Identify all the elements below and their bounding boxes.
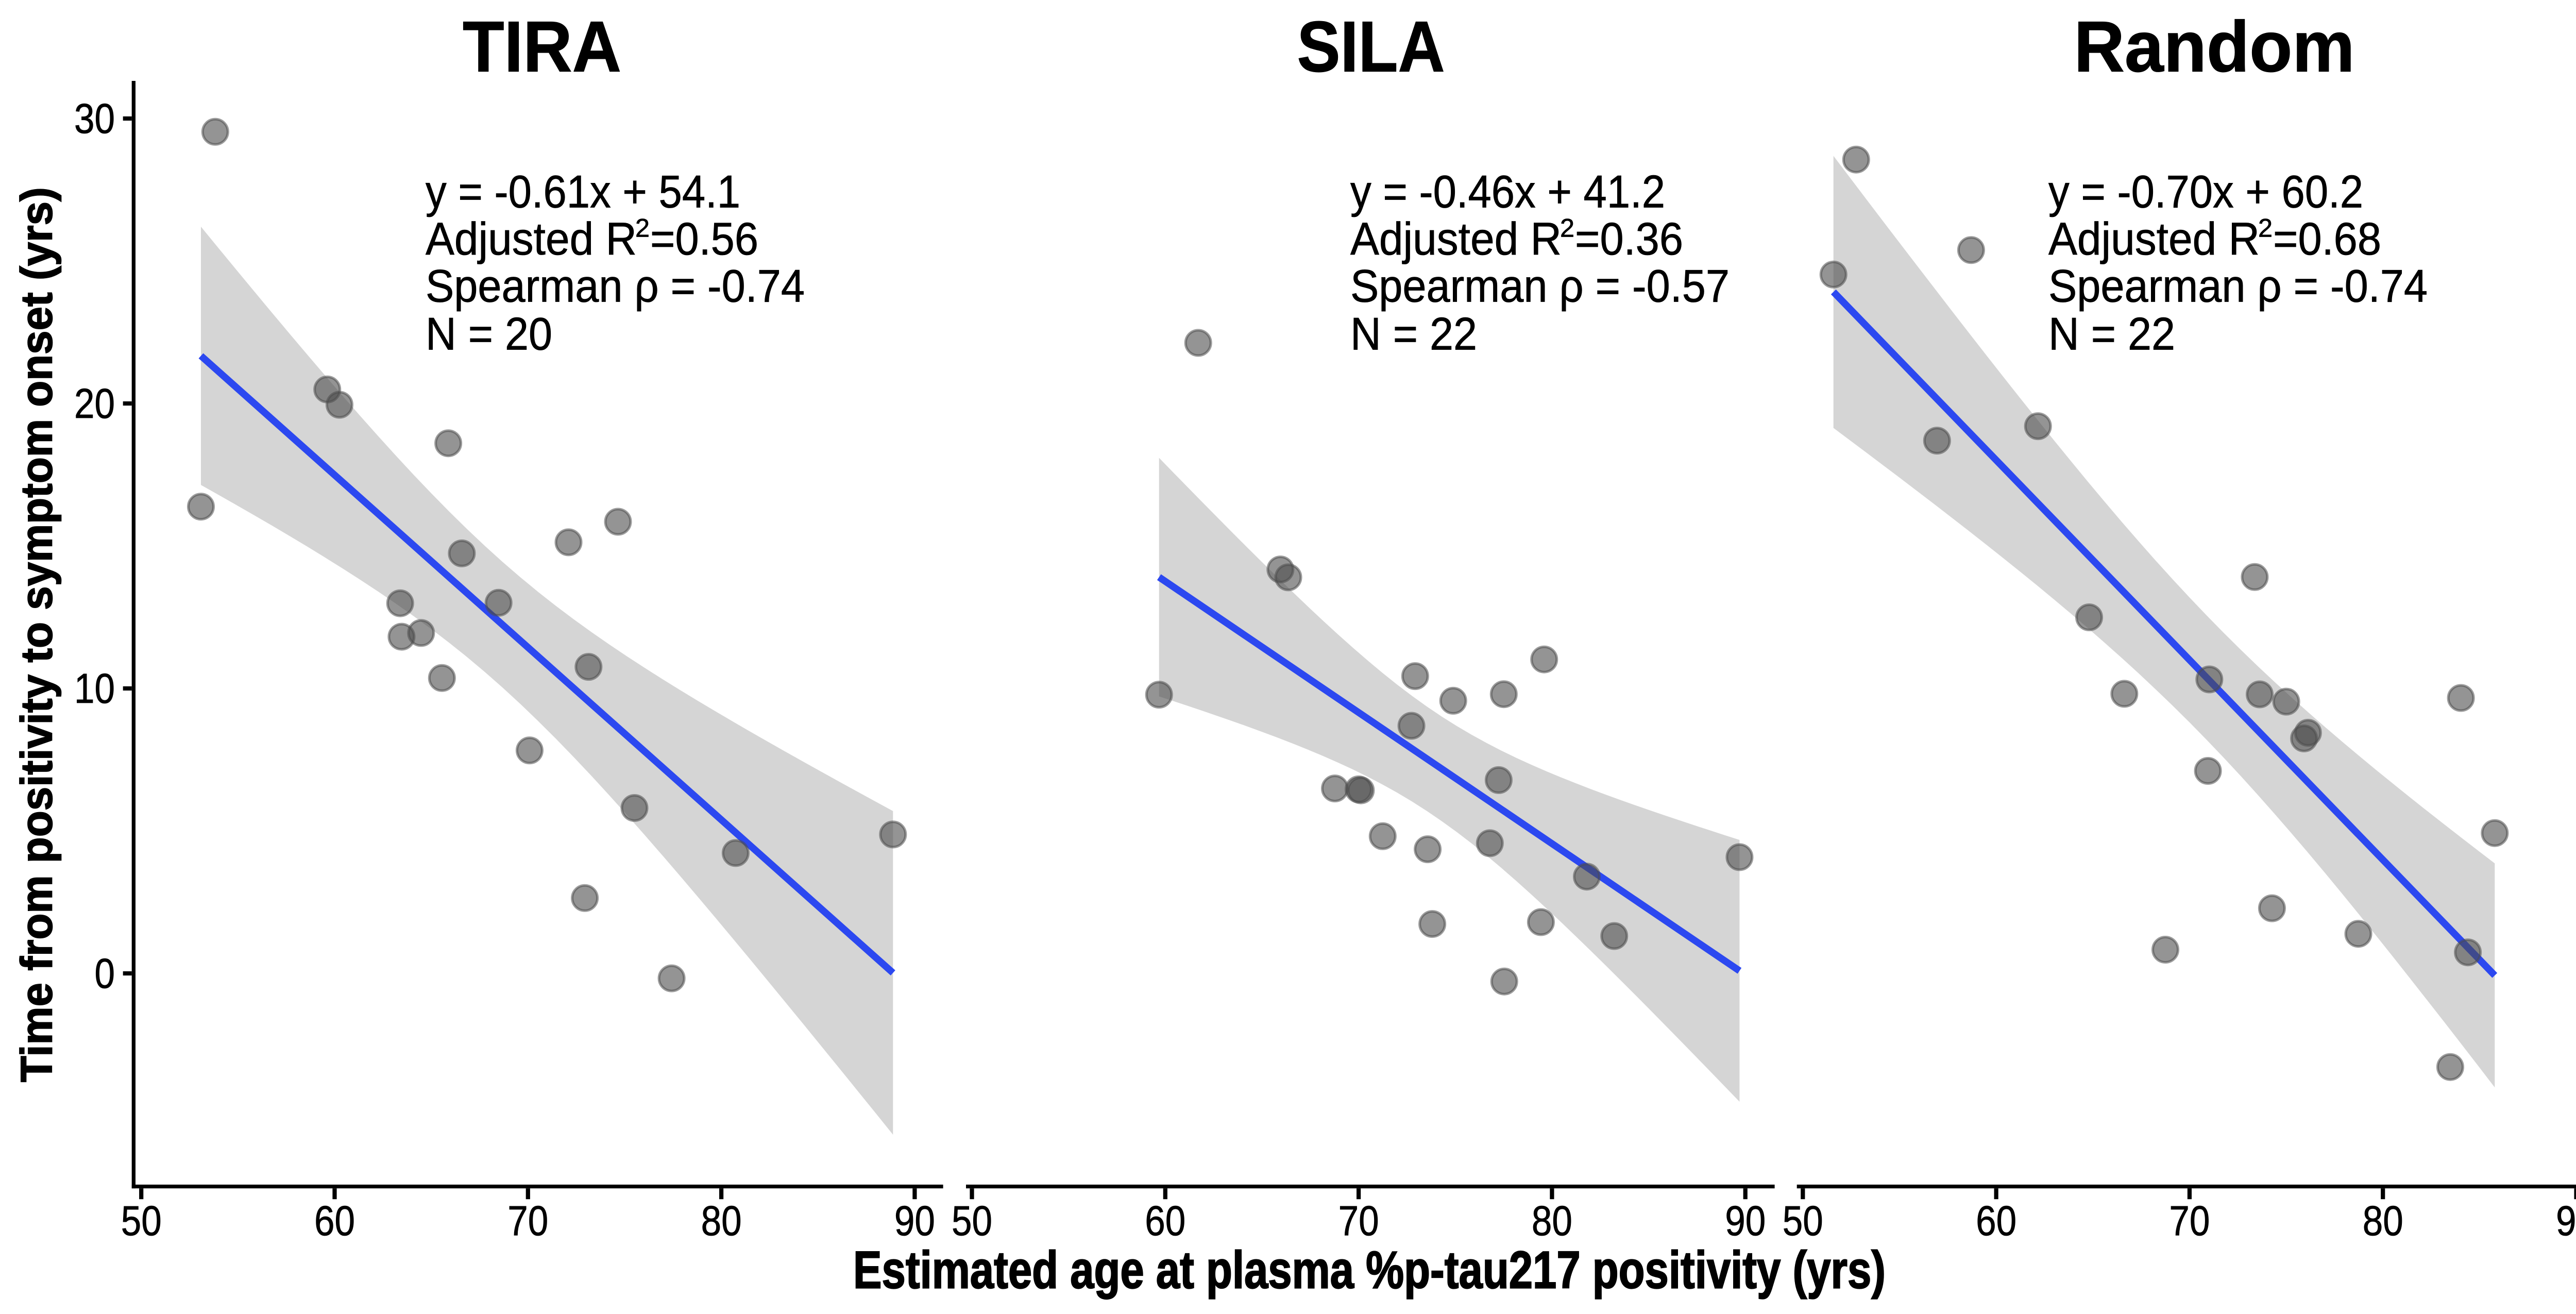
svg-text:50: 50 [1783, 1198, 1823, 1244]
svg-text:0: 0 [95, 950, 115, 997]
svg-text:Adjusted R: Adjusted R [2048, 213, 2260, 264]
svg-text:Adjusted R: Adjusted R [426, 213, 637, 264]
svg-text:Adjusted R: Adjusted R [1350, 213, 1562, 264]
svg-text:50: 50 [121, 1198, 162, 1244]
svg-text:10: 10 [74, 665, 115, 712]
svg-text:60: 60 [1145, 1198, 1185, 1244]
svg-text:2: 2 [2258, 213, 2273, 242]
svg-text:2: 2 [635, 213, 650, 242]
svg-text:80: 80 [701, 1198, 742, 1244]
svg-text:90: 90 [1725, 1198, 1766, 1244]
svg-text:60: 60 [1976, 1198, 2016, 1244]
svg-text:y = -0.70x + 60.2: y = -0.70x + 60.2 [2048, 166, 2363, 217]
svg-text:SILA: SILA [1297, 7, 1445, 87]
svg-text:90: 90 [2556, 1198, 2576, 1244]
svg-text:60: 60 [314, 1198, 355, 1244]
svg-text:70: 70 [1338, 1198, 1379, 1244]
svg-text:=0.56: =0.56 [650, 213, 758, 264]
svg-text:2: 2 [1560, 213, 1574, 242]
svg-text:80: 80 [2363, 1198, 2403, 1244]
svg-text:70: 70 [507, 1198, 548, 1244]
svg-text:Spearman ρ = -0.74: Spearman ρ = -0.74 [426, 260, 805, 311]
svg-text:=0.36: =0.36 [1575, 213, 1683, 264]
svg-text:N = 22: N = 22 [1350, 308, 1477, 360]
svg-text:Spearman ρ = -0.57: Spearman ρ = -0.57 [1350, 260, 1730, 311]
svg-text:Time from positivity to sympto: Time from positivity to symptom onset (y… [12, 187, 62, 1082]
svg-text:50: 50 [952, 1198, 992, 1244]
svg-text:y = -0.61x + 54.1: y = -0.61x + 54.1 [426, 166, 740, 217]
svg-text:N = 20: N = 20 [426, 308, 552, 360]
svg-text:90: 90 [894, 1198, 935, 1244]
svg-text:70: 70 [2169, 1198, 2210, 1244]
svg-text:N = 22: N = 22 [2048, 308, 2175, 360]
svg-text:30: 30 [74, 95, 115, 142]
svg-text:Random: Random [2074, 7, 2355, 87]
svg-text:20: 20 [74, 380, 115, 427]
svg-text:Estimated age at plasma %p-tau: Estimated age at plasma %p-tau217 positi… [853, 1240, 1886, 1299]
svg-text:y = -0.46x + 41.2: y = -0.46x + 41.2 [1350, 166, 1665, 217]
svg-text:=0.68: =0.68 [2273, 213, 2381, 264]
svg-text:80: 80 [1532, 1198, 1572, 1244]
svg-text:TIRA: TIRA [463, 7, 621, 87]
svg-text:Spearman ρ = -0.74: Spearman ρ = -0.74 [2048, 260, 2428, 311]
